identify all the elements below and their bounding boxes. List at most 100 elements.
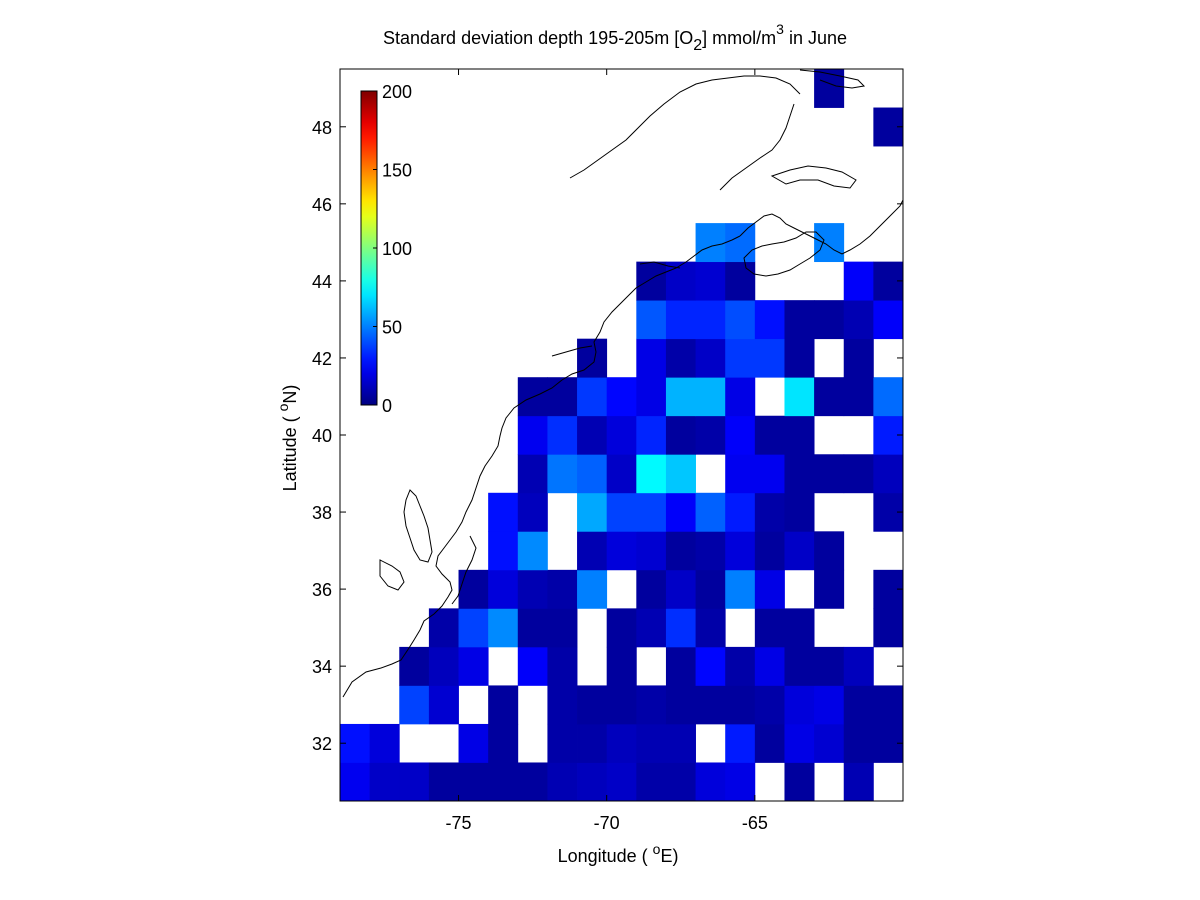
heatmap-cell (340, 762, 371, 801)
heatmap-cell (754, 300, 785, 340)
heatmap-cell (725, 492, 756, 532)
heatmap-cell (369, 723, 400, 763)
heatmap-cell (784, 685, 815, 725)
heatmap-cell (725, 531, 756, 571)
heatmap-cell (577, 454, 608, 494)
heatmap-cell (695, 569, 726, 609)
heatmap-cell (517, 531, 548, 571)
colorbar-tick-label: 50 (382, 318, 402, 338)
heatmap-cell (784, 338, 815, 378)
heatmap-cell (695, 300, 726, 340)
heatmap-cell (754, 492, 785, 532)
y-tick-label: 38 (312, 503, 332, 523)
heatmap-cell (577, 492, 608, 532)
heatmap-cell (636, 569, 667, 609)
heatmap-cell (488, 762, 519, 801)
heatmap-cell (784, 723, 815, 763)
coastline (342, 69, 903, 698)
colorbar-tick-label: 100 (382, 239, 412, 259)
heatmap-cell (754, 685, 785, 725)
heatmap-cell (606, 377, 637, 417)
heatmap-cell (695, 492, 726, 532)
heatmap-cell (636, 685, 667, 725)
x-tick-labels: -75 -70 -65 (446, 813, 768, 833)
heatmap-cell (547, 569, 578, 609)
heatmap-cell (547, 685, 578, 725)
heatmap-cell (636, 338, 667, 378)
heatmap-cell (695, 531, 726, 571)
chart-title: Standard deviation depth 195-205m [O2] m… (383, 21, 847, 54)
heatmap-cell (873, 377, 903, 417)
heatmap-cell (784, 492, 815, 532)
heatmap-cell (665, 646, 696, 686)
heatmap-cell (843, 646, 874, 686)
heatmap-cell (814, 454, 845, 494)
heatmap-cell (606, 531, 637, 571)
heatmap-cell (488, 531, 519, 571)
heatmap-cell (695, 338, 726, 378)
heatmap-cell (547, 415, 578, 455)
heatmap-cell (577, 723, 608, 763)
heatmap-cell (547, 762, 578, 801)
y-tick-label: 40 (312, 426, 332, 446)
heatmap-cell (695, 261, 726, 301)
heatmap-cell (814, 646, 845, 686)
heatmap-cell (665, 492, 696, 532)
heatmap-cell (517, 646, 548, 686)
heatmap-cell (369, 762, 400, 801)
heatmap-cell (784, 762, 815, 801)
heatmap-cell (814, 723, 845, 763)
heatmap-cell (695, 646, 726, 686)
heatmap-cell (814, 531, 845, 571)
heatmap-cell (695, 608, 726, 648)
heatmap-cell (814, 69, 845, 108)
heatmap-cell (636, 454, 667, 494)
heatmap-cell (695, 223, 726, 263)
colorbar-tick-label: 150 (382, 161, 412, 181)
heatmap-cell (488, 492, 519, 532)
heatmap-cell (665, 454, 696, 494)
heatmap-cell (547, 454, 578, 494)
heatmap-cell (636, 415, 667, 455)
heatmap-cell (577, 685, 608, 725)
heatmap-cell (636, 723, 667, 763)
heatmap-cell (547, 608, 578, 648)
x-tick-label: -70 (594, 813, 620, 833)
heatmap-cell (754, 415, 785, 455)
heatmap-cell (695, 415, 726, 455)
heatmap-cell (606, 415, 637, 455)
heatmap-cell (606, 762, 637, 801)
y-tick-label: 36 (312, 580, 332, 600)
heatmap-cell (428, 608, 459, 648)
heatmap-cell (665, 685, 696, 725)
heatmap-cell (606, 723, 637, 763)
heatmap-cell (843, 261, 874, 301)
heatmap-cell (517, 492, 548, 532)
heatmap-cell (399, 646, 430, 686)
heatmap-cell (399, 762, 430, 801)
heatmap-cell (458, 723, 489, 763)
heatmap-cell (547, 723, 578, 763)
heatmap-cell (488, 608, 519, 648)
heatmap-cell (636, 261, 667, 301)
x-tick-label: -75 (446, 813, 472, 833)
heatmap-cell (754, 723, 785, 763)
heatmap-cell (636, 300, 667, 340)
heatmap-cell (843, 762, 874, 801)
heatmap-cell (873, 608, 903, 648)
heatmap-cell (695, 762, 726, 801)
heatmap-cell (636, 492, 667, 532)
heatmap-cell (517, 762, 548, 801)
heatmap-cell (428, 762, 459, 801)
heatmap-cell (577, 762, 608, 801)
heatmap-cell (843, 685, 874, 725)
heatmap-cell (665, 415, 696, 455)
heatmap-cell (784, 300, 815, 340)
heatmap-cell (458, 608, 489, 648)
heatmap-cell (843, 338, 874, 378)
heatmap-cell (843, 454, 874, 494)
heatmap-cell (754, 608, 785, 648)
heatmap-cell (784, 377, 815, 417)
x-tick-label: -65 (742, 813, 768, 833)
heatmap-cell (843, 300, 874, 340)
